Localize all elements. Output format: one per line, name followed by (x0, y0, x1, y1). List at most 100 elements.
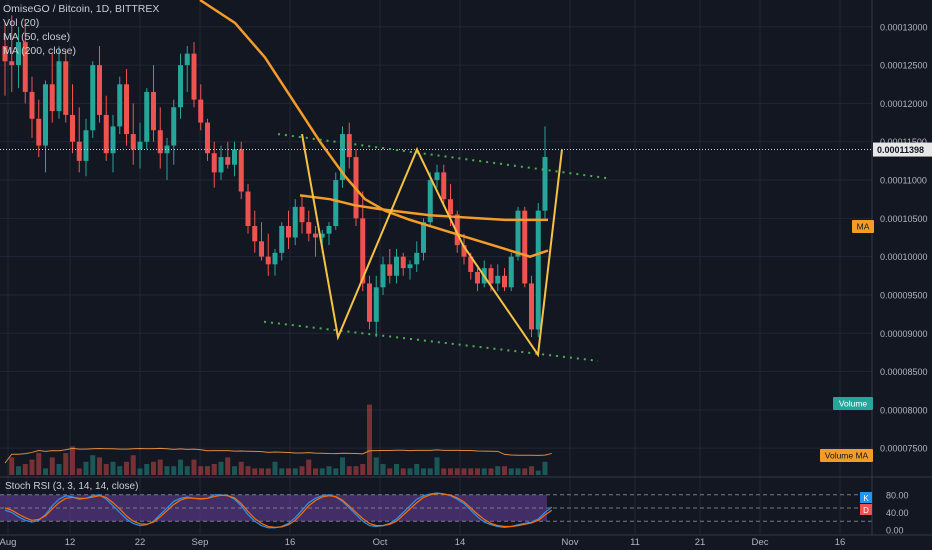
volume-bar (529, 466, 534, 475)
volume-bar (400, 468, 406, 475)
volume-bar (454, 468, 460, 475)
candle-body (373, 287, 379, 322)
candle-body (333, 180, 339, 227)
volume-bar (306, 459, 312, 475)
volume-bar (535, 470, 541, 475)
legend-ma200[interactable]: MA (200, close) (3, 45, 76, 57)
volume-bar (340, 457, 345, 475)
chart-legend: OmiseGO / Bitcoin, 1D, BITTREX Vol (20) … (3, 2, 159, 58)
candle-body (238, 149, 244, 192)
time-tick-label: Aug (0, 537, 16, 548)
price-tick-label: 0.00012500 (880, 61, 928, 71)
candle-body (36, 118, 42, 146)
volume-bar (502, 466, 507, 475)
candle-body (76, 141, 82, 161)
volume-bar (427, 468, 433, 475)
volume-bar (16, 466, 21, 475)
volume-bar (299, 466, 305, 475)
volume-bar (326, 466, 332, 475)
volume-bar (245, 466, 251, 475)
time-tick-label: 21 (695, 537, 706, 548)
candle-body (340, 134, 345, 181)
stoch-tick-label: 40.00 (886, 508, 909, 518)
volume-bar (218, 461, 224, 475)
volume-bar (178, 459, 183, 475)
candle-body (508, 256, 514, 288)
candle-body (495, 275, 501, 284)
volume-bar (205, 466, 210, 475)
volume-bar (468, 468, 474, 475)
volume-bar (272, 461, 278, 475)
volume-bar (414, 464, 420, 475)
volume-bar (144, 464, 150, 475)
volume-bar (191, 459, 197, 475)
volume-bar (151, 461, 156, 475)
candle-body (218, 157, 224, 173)
time-tick-label: 11 (630, 537, 640, 548)
time-tick-label: Oct (373, 537, 388, 548)
volume-bar (481, 468, 487, 475)
candle-body (178, 65, 183, 108)
time-tick-label: Sep (192, 537, 209, 548)
stoch-tick-label: 0.00 (886, 526, 904, 536)
volume-bar (313, 468, 318, 475)
candle-body (225, 157, 231, 165)
candle-body (313, 233, 318, 238)
candle-body (461, 245, 467, 257)
candle-body (407, 264, 413, 269)
candle-body (56, 61, 62, 112)
legend-ma50[interactable]: MA (50, close) (3, 31, 71, 43)
k-tag: K (863, 494, 869, 503)
candle-body (292, 206, 298, 238)
candle-body (232, 149, 237, 165)
candle-body (191, 53, 197, 100)
candle-body (16, 42, 21, 66)
current-price-tag (873, 142, 932, 157)
candle-body (83, 130, 89, 161)
stoch-rsi-legend[interactable]: Stoch RSI (3, 3, 14, 14, close) (5, 481, 139, 492)
volume-bar (9, 457, 15, 475)
volume-bar (137, 468, 143, 475)
candle-body (299, 206, 305, 223)
candle-body (279, 226, 285, 253)
price-tick-label: 0.00010000 (880, 252, 928, 262)
volume-bar (90, 455, 96, 475)
volume-bar (83, 461, 89, 475)
candle-body (157, 130, 163, 154)
candle-body (110, 126, 116, 154)
volume-bar (103, 464, 109, 475)
candle-body (542, 157, 548, 211)
volume-bar (76, 468, 82, 475)
volume-bar (56, 464, 62, 475)
candle-body (164, 145, 170, 154)
time-tick-label: 14 (455, 537, 466, 548)
volume-bar (157, 459, 163, 475)
candle-body (124, 84, 129, 135)
volume-bar (286, 468, 291, 475)
legend-symbol[interactable]: OmiseGO / Bitcoin, 1D, BITTREX (3, 3, 160, 15)
legend-volume[interactable]: Vol (20) (3, 17, 40, 29)
volume-bar (279, 468, 285, 475)
price-tick-label: 0.00011500 (880, 137, 927, 147)
price-tick-label: 0.00008500 (880, 367, 928, 377)
volume-bar (421, 468, 426, 475)
candle-body (367, 283, 372, 322)
volume-bar (70, 446, 75, 475)
volume-bar (441, 468, 447, 475)
volume-bar (43, 468, 48, 475)
volume-bar (319, 468, 325, 475)
candle-body (522, 210, 528, 284)
volume-bar (508, 468, 514, 475)
volume-bars (4, 404, 552, 475)
candle-body (326, 226, 332, 234)
volume-bar (292, 468, 298, 475)
volume-bar (461, 468, 467, 475)
candle-body (515, 210, 521, 257)
candle-body (360, 218, 366, 284)
volume-bar (130, 455, 136, 475)
volume-bar (488, 468, 494, 475)
volume-bar (171, 466, 177, 475)
volume-bar (232, 466, 237, 475)
